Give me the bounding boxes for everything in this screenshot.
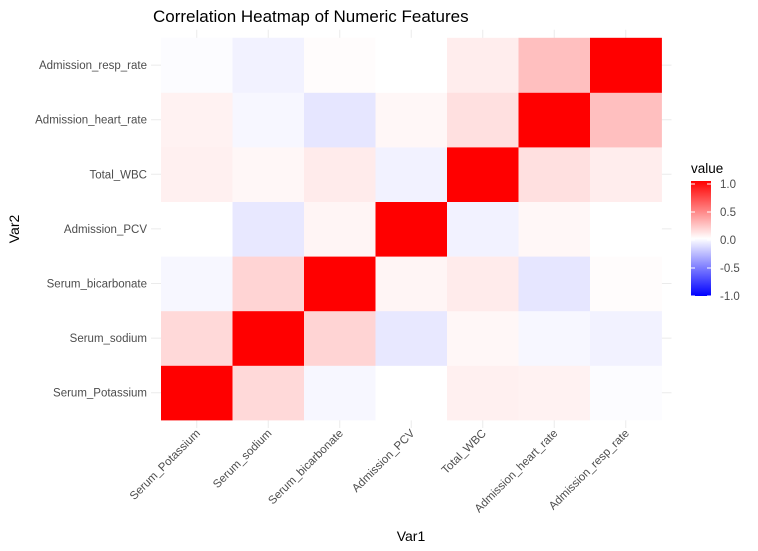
heatmap-cell [375,37,448,93]
heatmap-cell [232,201,305,257]
heatmap-cell [304,310,376,366]
heatmap-cell [304,365,376,421]
heatmap-cell [375,201,448,257]
heatmap-cell [232,256,305,312]
heatmap-cell [447,365,519,421]
heatmap-cells [161,37,662,421]
heatmap-cell [518,37,591,93]
heatmap-cell [375,365,448,421]
legend-tick-label: 0.0 [720,235,736,247]
heatmap-cell [518,256,591,312]
heatmap-cell [304,201,376,257]
x-tick-label: Serum_sodium [211,428,274,491]
heatmap-cell [304,256,376,312]
heatmap-cell [232,92,305,148]
heatmap-cell [590,92,662,148]
heatmap-cell [447,256,519,312]
heatmap-cell [232,310,305,366]
y-tick-label: Total_WBC [89,169,147,181]
heatmap-cell [590,147,662,202]
heatmap-cell [304,92,376,148]
heatmap-cell [518,92,591,148]
heatmap-cell [447,147,519,202]
heatmap-cell [161,147,233,202]
y-tick-label: Admission_heart_rate [35,115,147,127]
y-axis-tick-labels: Serum_Potassium Serum_sodium Serum_bicarbo… [35,60,147,400]
heatmap-cell [447,201,519,257]
x-tick-label: Admission_heart_rate [473,428,561,516]
heatmap-cell [161,365,233,421]
x-axis-title: Var1 [397,528,426,544]
x-tick-label: Total_WBC [440,428,489,477]
heatmap-cell [590,37,662,93]
color-legend: value 1.0 0.5 0.0 -0.5 -1.0 [691,161,740,303]
heatmap-cell [518,310,591,366]
y-axis-title: Var2 [6,215,22,244]
heatmap-cell [518,147,591,202]
heatmap-cell [161,201,233,257]
heatmap-cell [447,92,519,148]
legend-tick-label: -0.5 [720,263,740,275]
x-tick-label: Serum_bicarbonate [266,428,345,507]
heatmap-cell [232,37,305,93]
legend-color-bar [691,181,711,296]
chart-title: Correlation Heatmap of Numeric Features [153,7,469,26]
heatmap-cell [232,365,305,421]
heatmap-cell [161,92,233,148]
heatmap-cell [375,310,448,366]
heatmap-cell [161,256,233,312]
legend-tick-label: 1.0 [720,179,736,191]
heatmap-cell [518,365,591,421]
heatmap-cell [232,147,305,202]
y-tick-label: Admission_resp_rate [39,60,147,72]
heatmap-cell [161,37,233,93]
y-tick-label: Admission_PCV [64,224,147,236]
legend-tick-label: 0.5 [720,207,736,219]
y-tick-label: Serum_Potassium [53,388,147,400]
heatmap-cell [447,310,519,366]
heatmap-cell [590,365,662,421]
heatmap-cell [375,256,448,312]
x-tick-label: Serum_Potassium [128,428,203,503]
heatmap-cell [518,201,591,257]
heatmap-cell [447,37,519,93]
legend-tick-label: -1.0 [720,291,740,303]
heatmap-cell [590,256,662,312]
heatmap-cell [304,147,376,202]
y-tick-label: Serum_bicarbonate [47,279,147,291]
heatmap-cell [304,37,376,93]
x-tick-label: Admission_PCV [350,427,417,494]
x-tick-label: Admission_resp_rate [547,428,632,513]
x-axis-tick-labels: Serum_Potassium Serum_sodiumSerum_bicarbo… [128,427,632,515]
y-tick-label: Serum_sodium [70,333,147,345]
legend-title: value [691,161,723,176]
heatmap-cell [375,92,448,148]
legend-ticks: 1.0 0.5 0.0 -0.5 -1.0 [691,179,740,303]
heatmap-cell [375,147,448,202]
heatmap-cell [590,310,662,366]
heatmap-cell [590,201,662,257]
heatmap-cell [161,310,233,366]
